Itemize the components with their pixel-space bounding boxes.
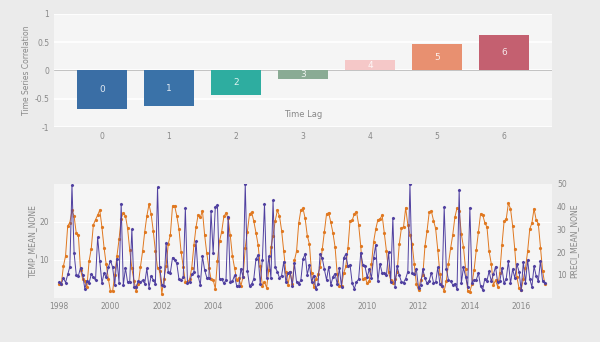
Line: TEMP_MEAN_NONE: TEMP_MEAN_NONE [58, 202, 545, 295]
TEMP_MEAN_NONE [56, 282, 63, 286]
Bar [479, 35, 529, 70]
Text: 2: 2 [233, 78, 239, 87]
Text: Time Lag: Time Lag [284, 110, 322, 119]
PRECI_MEAN_NONE [372, 243, 379, 247]
PRECI_MEAN_NONE [541, 281, 548, 285]
Bar [211, 70, 261, 95]
TEMP_MEAN_NONE [473, 248, 480, 252]
PRECI_MEAN_NONE [178, 278, 185, 282]
Bar [345, 60, 395, 70]
PRECI_MEAN_NONE [419, 267, 427, 271]
TEMP_MEAN_NONE [541, 281, 548, 286]
Bar [144, 70, 194, 106]
PRECI_MEAN_NONE [56, 280, 63, 284]
Y-axis label: Time Series Correlation: Time Series Correlation [22, 26, 31, 115]
Text: 3: 3 [300, 70, 306, 79]
TEMP_MEAN_NONE [158, 292, 166, 296]
Text: 1: 1 [166, 83, 172, 93]
PRECI_MEAN_NONE [242, 182, 249, 186]
Text: 0: 0 [99, 85, 104, 94]
TEMP_MEAN_NONE [372, 227, 379, 231]
Line: PRECI_MEAN_NONE: PRECI_MEAN_NONE [58, 183, 545, 291]
TEMP_MEAN_NONE [505, 201, 512, 206]
Bar [278, 70, 328, 79]
Text: 5: 5 [434, 53, 440, 62]
Bar [412, 44, 462, 70]
Legend: TEMP_MEAN_NONE, PRECI_MEAN_NONE: TEMP_MEAN_NONE, PRECI_MEAN_NONE [202, 338, 404, 342]
TEMP_MEAN_NONE [440, 289, 448, 293]
Y-axis label: TEMP_MEAN_NONE: TEMP_MEAN_NONE [28, 204, 37, 277]
Text: 6: 6 [502, 48, 507, 57]
PRECI_MEAN_NONE [518, 288, 525, 292]
PRECI_MEAN_NONE [473, 278, 480, 282]
PRECI_MEAN_NONE [440, 206, 448, 210]
TEMP_MEAN_NONE [182, 280, 189, 284]
Bar [77, 70, 127, 109]
Y-axis label: PRECI_MEAN_NONE: PRECI_MEAN_NONE [569, 203, 578, 278]
PRECI_MEAN_NONE [179, 275, 187, 279]
TEMP_MEAN_NONE [179, 265, 187, 269]
Text: 4: 4 [367, 61, 373, 70]
TEMP_MEAN_NONE [419, 273, 427, 277]
